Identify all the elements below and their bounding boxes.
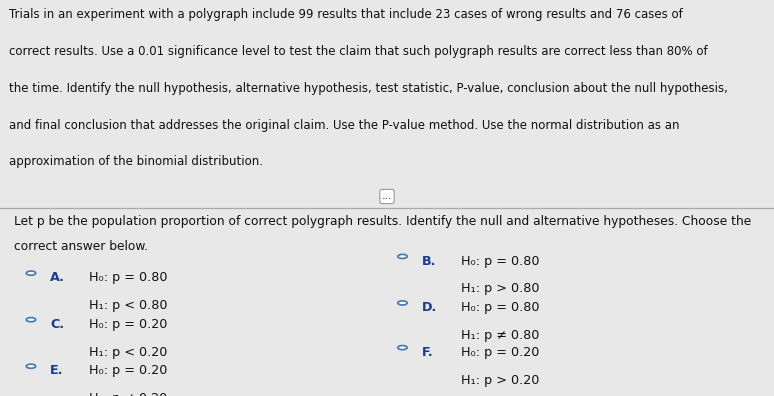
Text: correct answer below.: correct answer below. — [14, 240, 148, 253]
Text: H₀: p = 0.20: H₀: p = 0.20 — [89, 364, 167, 377]
Text: D.: D. — [422, 301, 437, 314]
Text: approximation of the binomial distribution.: approximation of the binomial distributi… — [9, 155, 263, 168]
Text: H₁: p < 0.80: H₁: p < 0.80 — [89, 299, 167, 312]
Text: Trials in an experiment with a polygraph include 99 results that include 23 case: Trials in an experiment with a polygraph… — [9, 8, 683, 21]
Text: B.: B. — [422, 255, 437, 268]
Text: H₁: p < 0.20: H₁: p < 0.20 — [89, 346, 167, 359]
Ellipse shape — [26, 318, 36, 322]
Text: ...: ... — [382, 192, 392, 202]
Text: H₀: p = 0.20: H₀: p = 0.20 — [461, 346, 539, 359]
Ellipse shape — [398, 346, 407, 350]
Text: correct results. Use a 0.01 significance level to test the claim that such polyg: correct results. Use a 0.01 significance… — [9, 45, 708, 58]
Text: F.: F. — [422, 346, 433, 359]
Text: H₀: p = 0.80: H₀: p = 0.80 — [461, 301, 539, 314]
Text: and final conclusion that addresses the original claim. Use the P-value method. : and final conclusion that addresses the … — [9, 118, 680, 131]
Text: H₀: p = 0.80: H₀: p = 0.80 — [89, 271, 167, 284]
Ellipse shape — [26, 364, 36, 368]
Text: Let p be the population proportion of correct polygraph results. Identify the nu: Let p be the population proportion of co… — [14, 215, 752, 228]
Text: H₀: p = 0.80: H₀: p = 0.80 — [461, 255, 539, 268]
Text: A.: A. — [50, 271, 65, 284]
Text: C.: C. — [50, 318, 64, 331]
Text: H₁: p ≠ 0.80: H₁: p ≠ 0.80 — [461, 329, 539, 342]
Text: the time. Identify the null hypothesis, alternative hypothesis, test statistic, : the time. Identify the null hypothesis, … — [9, 82, 728, 95]
Ellipse shape — [398, 301, 407, 305]
Text: H₁: p > 0.20: H₁: p > 0.20 — [461, 374, 539, 386]
Ellipse shape — [398, 254, 407, 259]
Ellipse shape — [26, 271, 36, 275]
Text: H₁: p ≠ 0.20: H₁: p ≠ 0.20 — [89, 392, 167, 396]
Text: H₀: p = 0.20: H₀: p = 0.20 — [89, 318, 167, 331]
Text: E.: E. — [50, 364, 63, 377]
Text: H₁: p > 0.80: H₁: p > 0.80 — [461, 282, 539, 295]
